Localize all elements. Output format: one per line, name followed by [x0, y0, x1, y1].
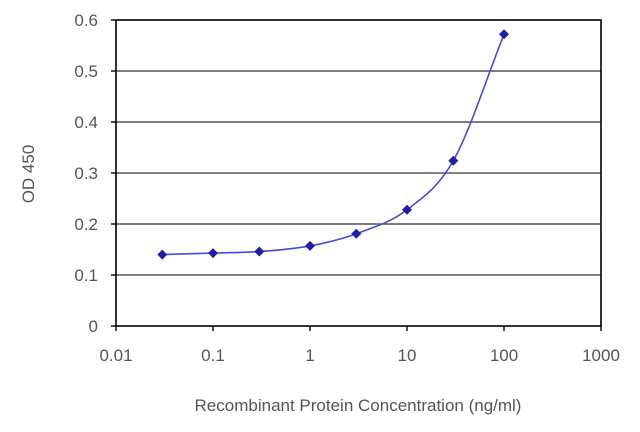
data-point — [254, 246, 265, 257]
data-point — [351, 228, 362, 239]
y-tick-label: 0.1 — [74, 266, 98, 285]
x-axis-title: Recombinant Protein Concentration (ng/ml… — [195, 396, 522, 415]
data-point — [448, 155, 459, 166]
data-point — [499, 29, 509, 40]
y-tick-label: 0.6 — [74, 11, 98, 30]
data-point — [402, 204, 412, 215]
data-point — [157, 249, 168, 260]
y-tick-label: 0.2 — [74, 215, 98, 234]
x-tick-label: 10 — [398, 346, 417, 365]
y-axis-title: OD 450 — [19, 145, 38, 204]
y-tick-label: 0.4 — [74, 113, 98, 132]
x-tick-label: 0.1 — [201, 346, 225, 365]
data-point — [208, 248, 218, 259]
grid-lines — [116, 70, 601, 276]
y-tick-label: 0.3 — [74, 164, 98, 183]
y-tick-labels: 0 0.1 0.2 0.3 0.4 0.5 0.6 — [74, 11, 116, 336]
y-tick-label: 0.5 — [74, 62, 98, 81]
x-tick-label: 1000 — [582, 346, 620, 365]
data-points — [157, 29, 509, 260]
data-point — [305, 240, 315, 251]
y-tick-label: 0 — [89, 317, 98, 336]
x-tick-label: 100 — [490, 346, 518, 365]
x-tick-label: 0.01 — [99, 346, 132, 365]
x-tick-label: 1 — [305, 346, 314, 365]
fit-curve-layer — [162, 33, 505, 256]
fit-curve — [162, 33, 505, 256]
x-tick-labels: 0.01 0.1 1 10 100 1000 — [99, 326, 620, 365]
